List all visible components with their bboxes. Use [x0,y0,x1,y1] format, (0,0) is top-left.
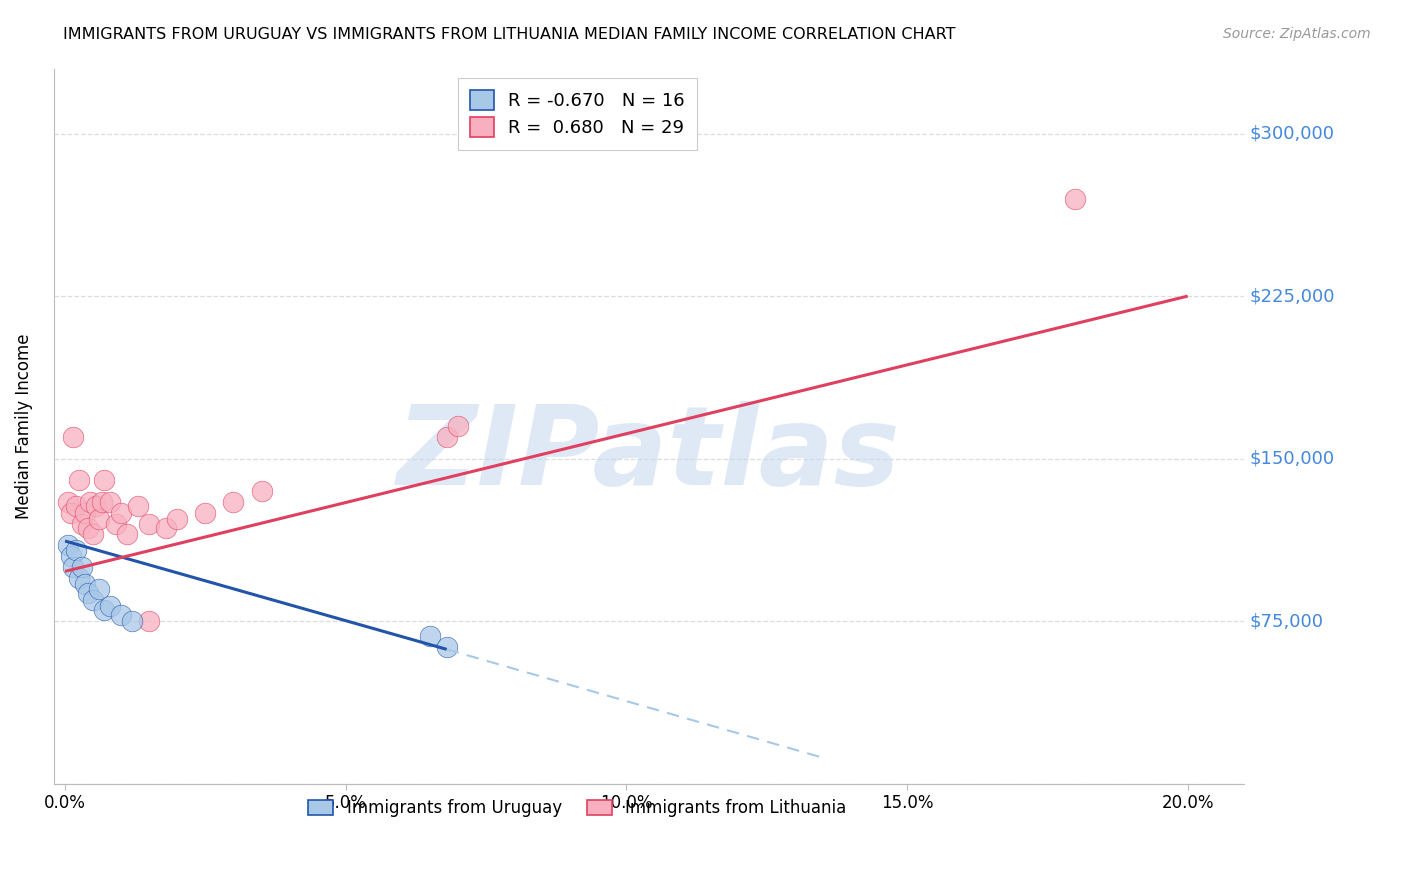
Point [76,521,98,535]
Point [70,560,93,574]
Point [1064,192,1087,206]
Point [166,512,188,526]
Text: IMMIGRANTS FROM URUGUAY VS IMMIGRANTS FROM LITHUANIA MEDIAN FAMILY INCOME CORREL: IMMIGRANTS FROM URUGUAY VS IMMIGRANTS FR… [63,27,956,42]
Point [87,512,110,526]
Point [65,542,87,557]
Point [138,614,160,628]
Point [62,430,84,444]
Point [67,571,90,585]
Text: ZIPatlas: ZIPatlas [396,401,901,508]
Text: $300,000: $300,000 [1250,125,1334,143]
Point [93,603,115,617]
Point [87,582,110,596]
Point [115,527,138,541]
Point [93,473,115,487]
Text: Source: ZipAtlas.com: Source: ZipAtlas.com [1223,27,1371,41]
Y-axis label: Median Family Income: Median Family Income [15,334,32,519]
Point [76,586,98,600]
Legend: Immigrants from Uruguay, Immigrants from Lithuania: Immigrants from Uruguay, Immigrants from… [299,791,855,825]
Point [138,516,160,531]
Point [65,500,87,514]
Point [82,592,104,607]
Point [127,500,149,514]
Text: $75,000: $75,000 [1250,612,1324,630]
Point [59,549,82,564]
Point [436,640,458,655]
Text: $225,000: $225,000 [1250,287,1336,305]
Point [56,495,79,509]
Point [84,500,107,514]
Point [90,495,112,509]
Text: $150,000: $150,000 [1250,450,1334,467]
Point [250,484,273,499]
Point [56,538,79,552]
Point [447,419,470,434]
Point [419,629,441,643]
Point [110,506,132,520]
Point [67,473,90,487]
Point [155,521,177,535]
Point [73,506,96,520]
Point [110,607,132,622]
Point [436,430,458,444]
Point [98,599,121,613]
Point [121,614,143,628]
Point [62,560,84,574]
Point [82,527,104,541]
Point [194,506,217,520]
Point [70,516,93,531]
Point [98,495,121,509]
Point [79,495,101,509]
Point [59,506,82,520]
Point [73,577,96,591]
Point [104,516,127,531]
Point [222,495,245,509]
